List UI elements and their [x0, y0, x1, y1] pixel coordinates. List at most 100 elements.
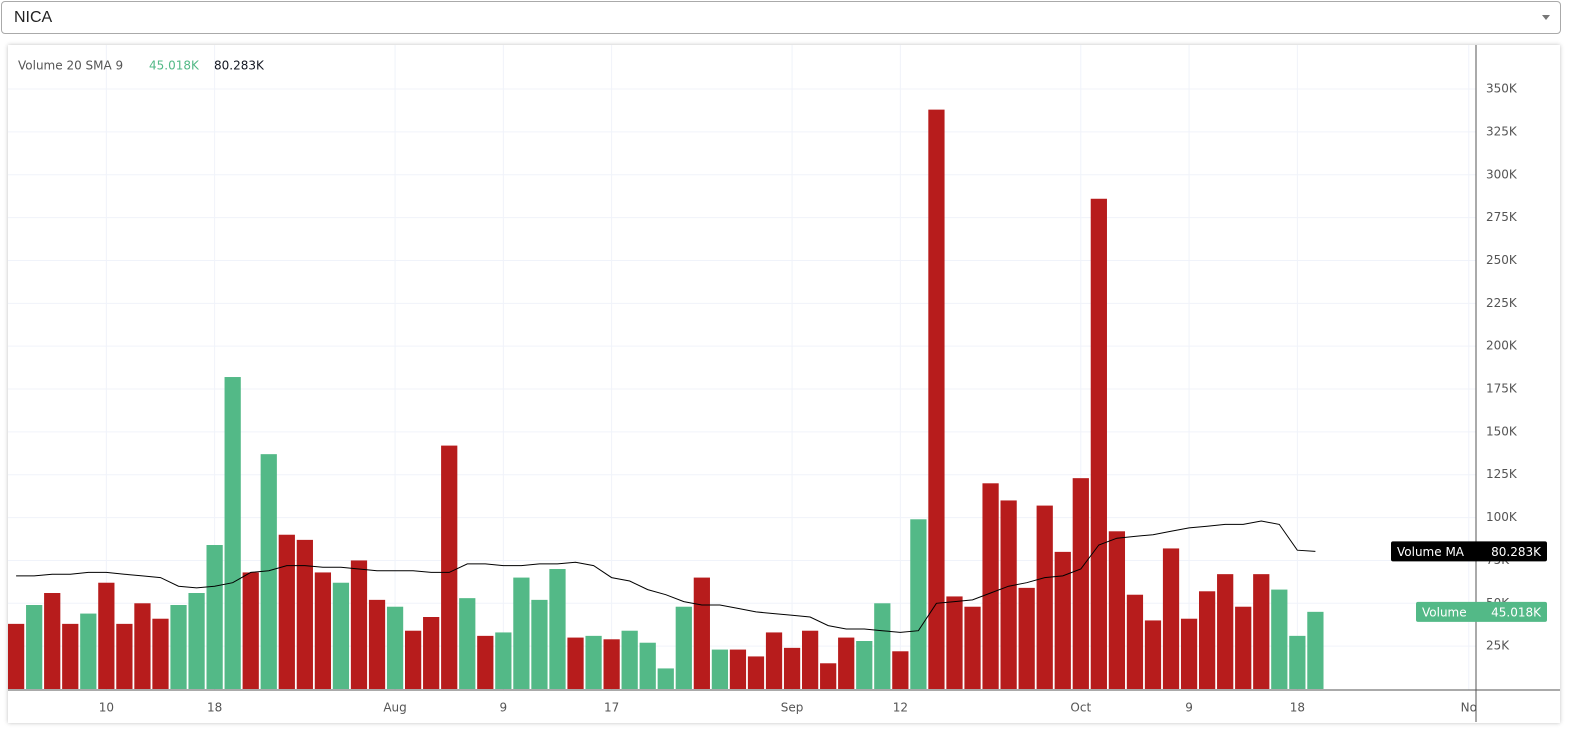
volume-bar: [423, 617, 440, 689]
volume-bar: [368, 599, 386, 689]
volume-bar: [892, 651, 909, 689]
volume-bar: [747, 656, 765, 689]
volume-bar: [513, 577, 530, 689]
volume-bar: [62, 623, 79, 689]
volume-bar: [188, 593, 205, 689]
volume-bar: [567, 637, 584, 689]
volume-bar: [585, 635, 602, 689]
y-tick-label: 25K: [1486, 639, 1510, 653]
last-value-label: 45.018K: [1491, 605, 1542, 619]
y-tick-label: 225K: [1486, 296, 1518, 310]
volume-bar: [621, 630, 638, 689]
volume-bar: [8, 623, 25, 689]
volume-bar: [405, 630, 422, 689]
volume-bar: [928, 109, 945, 689]
volume-bar: [1036, 505, 1053, 689]
volume-bar: [711, 649, 729, 689]
legend-ma-value: 80.283K: [214, 59, 265, 73]
volume-bar: [1180, 618, 1198, 689]
volume-bar: [278, 534, 295, 689]
volume-bar: [296, 539, 313, 689]
volume-bar: [964, 606, 981, 689]
y-tick-label: 100K: [1486, 510, 1518, 524]
volume-bar: [946, 596, 963, 689]
x-tick-label: 12: [893, 701, 908, 715]
volume-bar: [1090, 198, 1107, 689]
volume-bar: [206, 545, 223, 689]
volume-bar: [765, 632, 783, 689]
volume-bar: [549, 569, 566, 689]
y-tick-label: 150K: [1486, 424, 1518, 438]
volume-bar: [1199, 591, 1216, 689]
volume-bar: [98, 582, 115, 689]
plot: [8, 109, 1324, 689]
last-value-box: [1391, 541, 1547, 562]
x-tick-label: Sep: [781, 701, 804, 715]
volume-bar: [1307, 611, 1324, 689]
volume-bar: [1018, 587, 1035, 689]
y-tick-label: 350K: [1486, 82, 1518, 96]
last-value-name: Volume: [1422, 605, 1467, 619]
volume-bar: [332, 582, 350, 689]
y-tick-label: 125K: [1486, 467, 1518, 481]
x-tick-label: 18: [1290, 701, 1305, 715]
volume-bar: [820, 663, 837, 689]
x-tick-label: 17: [604, 701, 619, 715]
volume-bar: [531, 599, 548, 689]
volume-bar: [603, 639, 620, 689]
symbol: NICA: [14, 9, 53, 26]
volume-bar: [495, 632, 512, 689]
legend-volume-value: 45.018K: [149, 59, 200, 73]
x-tick-label: 9: [1185, 701, 1193, 715]
volume-bar: [1271, 589, 1288, 689]
volume-bar: [80, 613, 97, 689]
volume-bar: [134, 603, 151, 689]
volume-bar: [982, 483, 999, 689]
y-tick-label: 250K: [1486, 253, 1518, 267]
volume-bar: [1144, 620, 1162, 689]
volume-bar: [783, 647, 801, 689]
symbol-select[interactable]: NICA: [1, 1, 1561, 34]
volume-bar: [1000, 500, 1017, 689]
volume-bar: [1126, 594, 1144, 689]
ma-line: [16, 520, 1316, 633]
y-tick-label: 275K: [1486, 210, 1518, 224]
x-tick-label: No: [1461, 701, 1477, 715]
volume-bar: [242, 572, 259, 689]
volume-bar: [224, 377, 241, 689]
volume-bar: [838, 637, 855, 689]
volume-bar: [1235, 606, 1252, 689]
volume-bar: [729, 649, 747, 689]
volume-bar: [910, 519, 927, 689]
volume-bar: [1289, 635, 1306, 689]
last-value-box: [1416, 601, 1547, 622]
volume-bar: [693, 577, 710, 689]
volume-bar: [477, 635, 494, 689]
volume-bar: [459, 598, 476, 689]
volume-bar: [350, 560, 368, 689]
volume-bar: [856, 641, 873, 689]
y-tick-label: 300K: [1486, 167, 1518, 181]
last-value-name: Volume MA: [1397, 545, 1465, 559]
y-tick-label: 325K: [1486, 124, 1518, 138]
volume-bar: [639, 642, 656, 689]
volume-bar: [116, 623, 133, 689]
volume-bar: [1217, 574, 1234, 689]
x-tick-label: Oct: [1070, 701, 1091, 715]
volume-bar: [170, 605, 187, 689]
x-tick-label: 9: [500, 701, 508, 715]
x-tick-label: 10: [99, 701, 114, 715]
volume-bar: [1054, 551, 1071, 689]
y-tick-label: 175K: [1486, 382, 1518, 396]
x-tick-label: Aug: [383, 701, 406, 715]
volume-bar: [675, 606, 692, 689]
volume-bar: [26, 605, 43, 689]
volume-bar: [152, 618, 169, 689]
volume-bar: [44, 593, 61, 689]
volume-bar: [314, 572, 332, 689]
volume-bar: [260, 454, 277, 689]
y-tick-label: 200K: [1486, 339, 1518, 353]
volume-bar: [1253, 574, 1270, 689]
